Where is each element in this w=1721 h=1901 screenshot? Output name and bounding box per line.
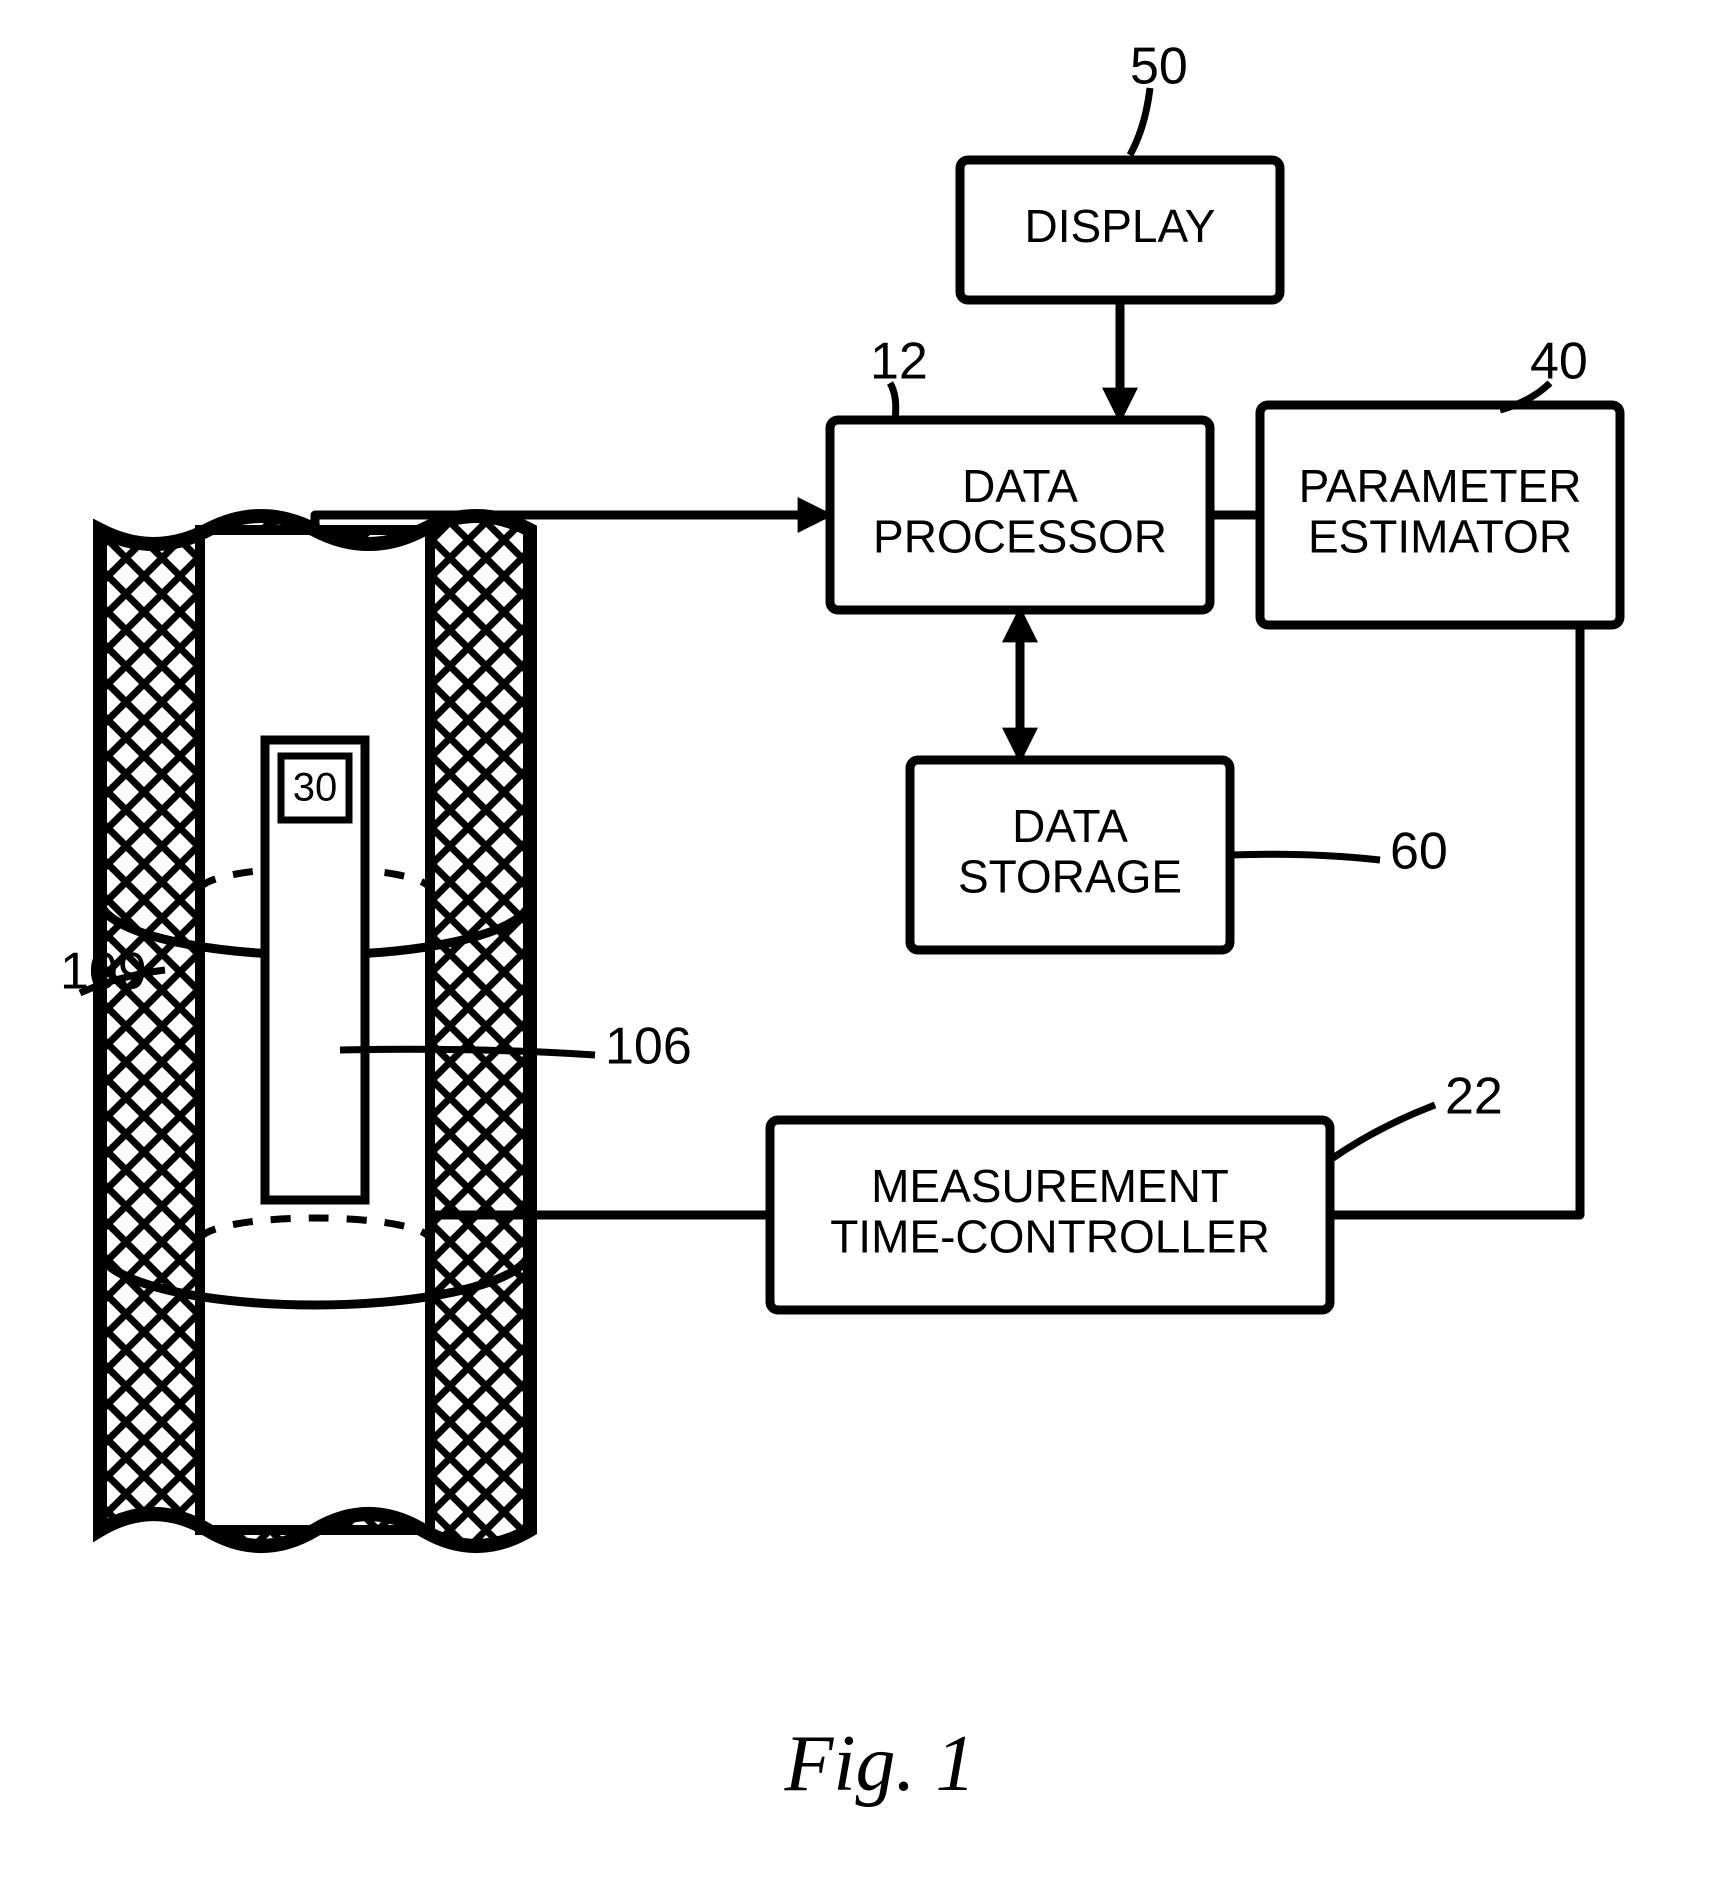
data-processor-box-label2: PROCESSOR xyxy=(873,510,1167,562)
parameter-estimator-box-label2: ESTIMATOR xyxy=(1308,510,1572,562)
display-box-label: DISPLAY xyxy=(1025,200,1216,252)
refnum-109: 109 xyxy=(60,943,147,1001)
parameter-estimator-box-label1: PARAMETER xyxy=(1299,460,1582,512)
refnum-50: 50 xyxy=(1130,38,1188,96)
data-storage-box-label1: DATA xyxy=(1012,800,1128,852)
measurement-time-controller-box-label2: TIME-CONTROLLER xyxy=(830,1210,1270,1262)
data-storage-box-label2: STORAGE xyxy=(958,850,1182,902)
refnum-60: 60 xyxy=(1390,823,1448,881)
figure-caption: Fig. 1 xyxy=(783,1720,975,1808)
refnum-40: 40 xyxy=(1530,333,1588,391)
wire-estimator-to-controller xyxy=(1330,625,1580,1215)
measurement-time-controller-box-label1: MEASUREMENT xyxy=(871,1160,1229,1212)
data-processor-box-label1: DATA xyxy=(962,460,1078,512)
refnum-22: 22 xyxy=(1445,1068,1503,1126)
tool-inner-label: 30 xyxy=(293,766,338,810)
refnum-106: 106 xyxy=(605,1018,692,1076)
refnum-12: 12 xyxy=(870,333,928,391)
